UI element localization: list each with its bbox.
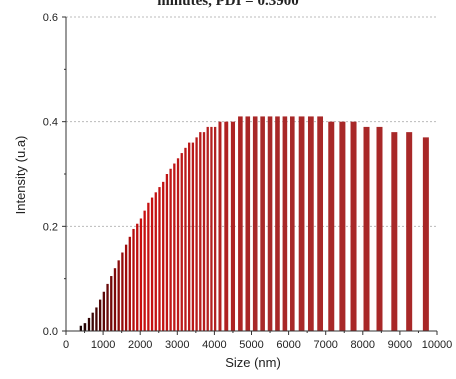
x-tick-label: 4000 [202, 339, 226, 351]
bar [238, 116, 243, 332]
x-tick-label: 9000 [388, 339, 412, 351]
bar [98, 299, 102, 331]
bar [218, 121, 222, 331]
bar [95, 307, 98, 331]
x-tick-label: 5000 [239, 339, 263, 351]
bar [210, 126, 213, 332]
y-tick-label: 0.2 [43, 221, 58, 233]
y-tick-label: 0.0 [43, 326, 58, 338]
bar [213, 126, 217, 332]
grid-lines [66, 16, 437, 227]
bar [165, 174, 169, 331]
bar [184, 147, 187, 331]
y-axis-label: Intensity (u.a) [13, 136, 28, 215]
x-tick-label: 6000 [276, 339, 300, 351]
x-tick-label: 3000 [165, 339, 189, 351]
bar [282, 116, 288, 332]
bar [180, 153, 183, 331]
x-tick-label: 7000 [313, 339, 337, 351]
bar [91, 312, 94, 331]
bar [128, 236, 131, 331]
bar [391, 132, 398, 331]
y-tick-label: 0.6 [43, 12, 58, 24]
bar [158, 187, 161, 331]
bars [79, 116, 429, 332]
bar [132, 228, 135, 331]
x-axis-label: Size (nm) [225, 355, 281, 370]
bar [188, 142, 191, 331]
bar [230, 121, 236, 331]
bar [339, 121, 346, 331]
axes [62, 16, 438, 335]
bar [202, 132, 206, 331]
bar [110, 276, 113, 331]
bar [290, 116, 295, 332]
bar [260, 116, 265, 332]
bar [350, 121, 357, 331]
bar [121, 252, 124, 331]
bar [143, 210, 146, 331]
bar [136, 223, 139, 331]
bar [147, 202, 150, 331]
x-tick-label: 1000 [91, 339, 115, 351]
bar [117, 260, 120, 331]
bar [307, 116, 314, 332]
bar [195, 137, 198, 331]
bar [298, 116, 305, 332]
bar [224, 121, 229, 331]
bar [150, 197, 154, 331]
bar [87, 317, 91, 331]
bar [169, 168, 172, 331]
x-tick-label: 2000 [128, 339, 152, 351]
bar [191, 142, 195, 331]
bar [245, 116, 251, 332]
bar [267, 116, 273, 332]
bar [154, 192, 157, 331]
bar [275, 116, 280, 332]
bar [162, 181, 165, 331]
bar [83, 323, 87, 331]
bar [173, 163, 176, 331]
bar [106, 283, 109, 331]
bar [328, 121, 335, 331]
bar [124, 244, 128, 331]
bar [317, 116, 324, 332]
bar [206, 126, 209, 332]
bar [406, 132, 413, 331]
x-tick-label: 0 [63, 339, 69, 351]
bar [422, 137, 429, 331]
x-tick-label: 10000 [422, 339, 453, 351]
chart-title-fragment: minutes, PDI = 0.3900 [157, 0, 299, 9]
tick-labels: 0.0 0.2 0.4 0.6 0 1000 2000 3000 4000 5000 6000 700… [43, 12, 453, 351]
bar [199, 132, 202, 331]
x-tick-label: 8000 [351, 339, 375, 351]
bar [102, 291, 105, 331]
y-tick-label: 0.4 [43, 117, 58, 129]
bar [176, 158, 180, 331]
bar [363, 126, 370, 332]
bar [252, 116, 258, 332]
bar [113, 268, 117, 331]
bar [376, 126, 383, 332]
bar [79, 325, 82, 331]
bar [139, 218, 143, 331]
